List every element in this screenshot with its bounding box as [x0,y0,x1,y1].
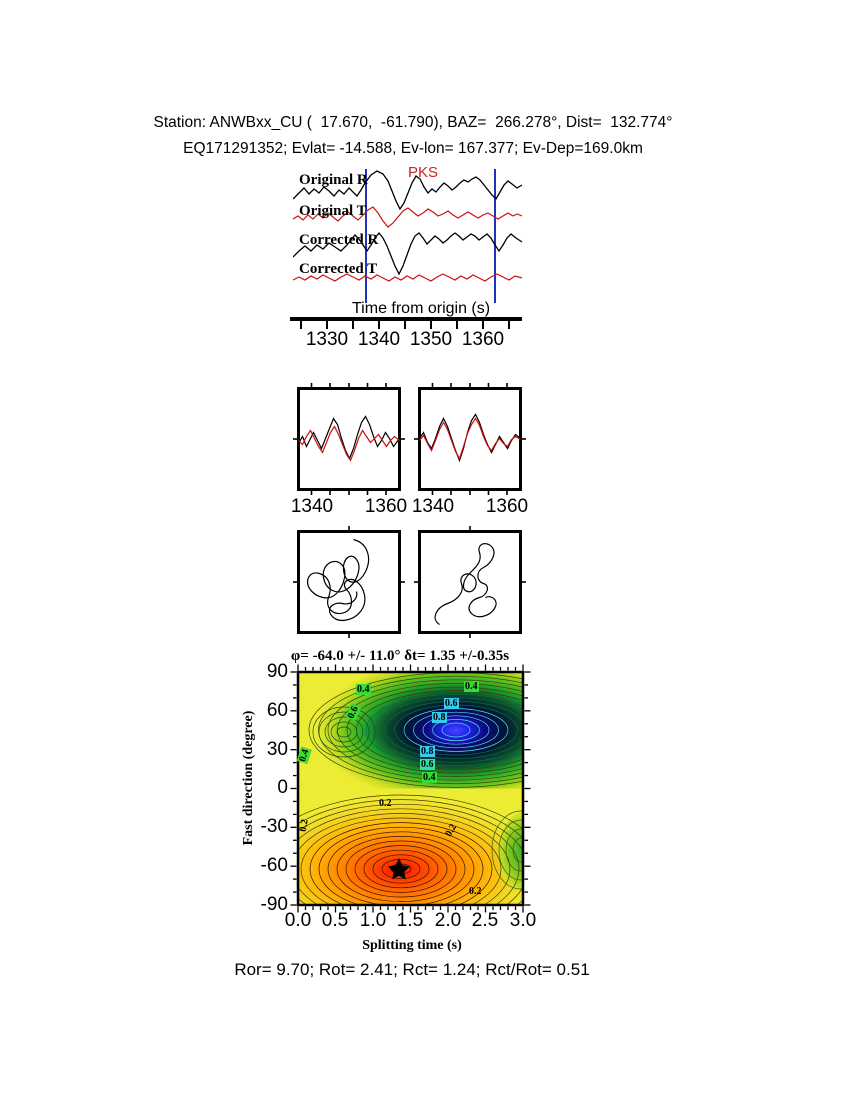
contour-green-patch [498,812,523,892]
component-tick-right-1340: 1340 [411,496,455,517]
trace-corrected-t [293,273,523,282]
contour-rings [491,810,523,890]
contour-label-6: 0.8 [420,746,435,757]
contour-rings [298,794,523,905]
contour-surface [298,672,523,905]
figure-title-line1: Station: ANWBxx_CU ( 17.670, -61.790), B… [153,114,673,131]
panel-border [297,530,401,634]
y-tick-30: 30 [266,739,288,760]
figure-title-line2: EQ171291352; Evlat= -14.588, Ev-lon= 167… [183,140,643,157]
trace-original-r [293,170,523,211]
time-tick-1360: 1360 [461,329,505,350]
trace-original-t [293,206,523,228]
y-tick-60: 60 [266,700,288,721]
contour-label-7: 0.6 [420,759,435,770]
contour-label-3: 0.8 [432,712,447,723]
component-trace-red [419,417,521,460]
time-axis-line [290,317,522,321]
component-panel-corrected [414,383,526,495]
contour-label-9: 0.2 [379,798,392,809]
particle-motion-path [306,538,370,621]
contour-y-axis-label: Fast direction (degree) [241,710,256,846]
trace-corrected-r [293,231,523,276]
contour-rings [312,706,376,758]
y-tick-90: 90 [266,661,288,682]
contour-label-12: 0.2 [469,886,482,897]
panel-ticks [414,526,526,638]
particle-motion-path [434,543,497,625]
seismogram-panel [293,169,523,303]
particle-motion-original [293,526,405,638]
x-tick-0.0: 0.0 [284,910,312,931]
contour-x-axis-label: Splitting time (s) [362,938,462,953]
contour-label-4: 0.6 [444,698,459,709]
component-trace-black [297,415,400,460]
x-tick-2.0: 2.0 [434,910,462,931]
contour-border [296,670,525,907]
component-trace-red [298,425,400,462]
x-tick-0.5: 0.5 [321,910,349,931]
contour-plot [290,664,531,913]
panel-border [418,387,522,491]
x-tick-1.5: 1.5 [396,910,424,931]
time-axis-label: Time from origin (s) [352,300,491,317]
time-tick-1350: 1350 [409,329,453,350]
time-tick-1330: 1330 [305,329,349,350]
contour-axis-ticks [290,664,531,913]
particle-motion-corrected [414,526,526,638]
trace-label-original-t: Original T [299,203,367,219]
y-tick-neg30: -30 [260,816,288,837]
contour-label-0: 0.4 [356,684,371,695]
time-axis-ticks [293,321,522,329]
component-trace-black [419,413,521,463]
contour-title: φ= -64.0 +/- 11.0° δt= 1.35 +/-0.35s [290,648,510,664]
y-tick-neg90: -90 [260,894,288,915]
trace-label-original-r: Original R [299,172,368,188]
panel-ticks [293,526,405,638]
pks-phase-label: PKS [408,164,439,181]
x-tick-1.0: 1.0 [359,910,387,931]
x-tick-3.0: 3.0 [509,910,537,931]
contour-label-5: 0.4 [464,681,479,692]
component-tick-right-1360: 1360 [485,496,529,517]
component-panel-original [293,383,405,495]
best-fit-star [388,858,410,880]
trace-label-corrected-r: Corrected R [299,232,379,248]
trace-label-corrected-t: Corrected T [299,261,378,277]
panel-ticks [293,383,405,495]
footer-stats: Ror= 9.70; Rot= 2.41; Rct= 1.24; Rct/Rot… [234,960,590,979]
panel-ticks [414,383,526,495]
time-tick-1340: 1340 [357,329,401,350]
panel-border [297,387,401,491]
y-tick-0: 0 [277,777,288,798]
panel-border [418,530,522,634]
x-tick-2.5: 2.5 [471,910,499,931]
contour-label-8: 0.4 [422,772,437,783]
y-tick-neg60: -60 [260,855,288,876]
component-tick-left-1360: 1360 [364,496,408,517]
component-tick-left-1340: 1340 [290,496,334,517]
